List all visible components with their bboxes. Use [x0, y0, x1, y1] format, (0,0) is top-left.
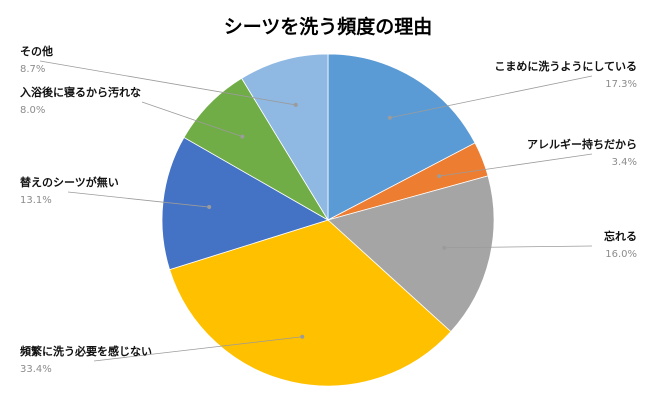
- slice-1-leader-line: [389, 75, 593, 119]
- slice-2-leader-line: [439, 153, 593, 177]
- slice-4-leader-line: [93, 336, 303, 362]
- slice-2-label: アレルギー持ちだから: [527, 137, 637, 151]
- slice-5-value-label: 13.1%: [20, 195, 52, 206]
- slice-3: [327, 175, 495, 333]
- slice-7: [241, 53, 329, 222]
- slice-6-leader-line: [141, 101, 243, 137]
- slice-2-value-label: 3.4%: [612, 157, 637, 168]
- slice-1-value-label: 17.3%: [605, 79, 637, 90]
- slice-5-leader-line: [67, 191, 210, 208]
- slice-7-leader-line: [39, 60, 296, 106]
- slice-5-label: 替えのシーツが無い: [20, 175, 119, 189]
- slice-6-label: 入浴後に寝るから汚れな: [20, 85, 141, 99]
- slice-6-value-label: 8.0%: [20, 105, 45, 116]
- slice-7-label: その他: [20, 44, 53, 58]
- slice-3-value-label: 16.0%: [605, 249, 637, 260]
- pie-slices: [161, 53, 495, 387]
- slice-4: [169, 219, 452, 387]
- slice-4-label: 頻繁に洗う必要を感じない: [20, 344, 152, 358]
- chart-title: シーツを洗う頻度の理由: [224, 15, 433, 38]
- slice-1-label: こまめに洗うようにしている: [494, 59, 637, 73]
- pie-labels: こまめに洗うようにしている 17.3% アレルギー持ちだから 3.4% 忘れる 16.0%…: [20, 44, 637, 375]
- slice-1: [327, 53, 476, 221]
- slice-4-value-label: 33.4%: [20, 364, 52, 375]
- slice-3-leader-line: [444, 245, 593, 249]
- slice-3-label: 忘れる: [604, 229, 637, 243]
- slice-7-value-label: 8.7%: [20, 64, 45, 75]
